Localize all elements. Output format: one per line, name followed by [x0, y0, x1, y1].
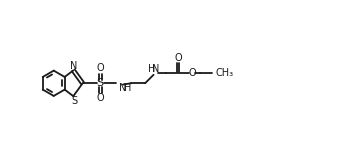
Text: N: N — [70, 61, 77, 71]
Text: N: N — [119, 83, 127, 93]
Text: CH₃: CH₃ — [215, 68, 233, 78]
Text: O: O — [96, 93, 104, 103]
Text: O: O — [174, 53, 182, 63]
Text: O: O — [96, 63, 104, 73]
Text: N: N — [152, 64, 160, 74]
Text: S: S — [97, 78, 104, 88]
Text: O: O — [189, 68, 197, 78]
Text: S: S — [71, 96, 77, 106]
Text: H: H — [124, 83, 131, 93]
Text: H: H — [148, 64, 155, 74]
